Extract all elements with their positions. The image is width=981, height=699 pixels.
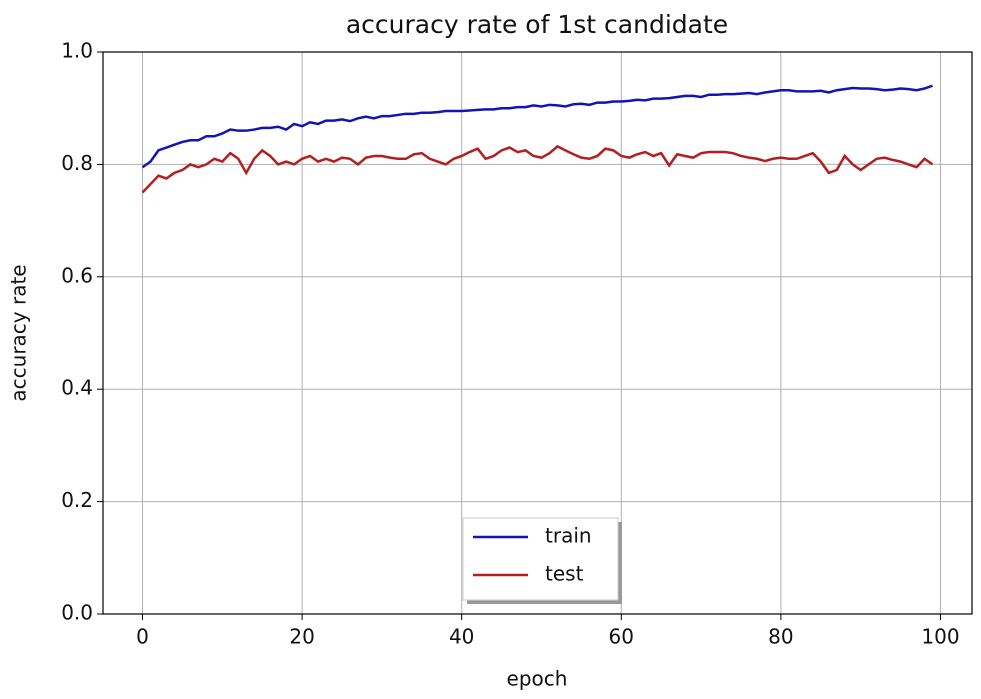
y-tick-label: 0.8 (61, 151, 93, 175)
plot-frame (102, 51, 973, 615)
legend-label: test (545, 562, 584, 586)
y-tick-label: 0.6 (61, 263, 93, 287)
y-tick-label: 0.2 (61, 488, 93, 512)
x-tick-label: 0 (136, 625, 149, 649)
x-tick-label: 100 (921, 625, 959, 649)
y-axis-label: accuracy rate (7, 264, 31, 401)
x-tick-label: 60 (609, 625, 634, 649)
x-tick-label: 20 (289, 625, 314, 649)
x-tick-label: 80 (768, 625, 793, 649)
data-line (141, 84, 933, 169)
y-tick-label: 1.0 (61, 39, 93, 63)
legend-label: train (545, 524, 592, 548)
y-tick-label: 0.0 (61, 601, 93, 625)
chart-title: accuracy rate of 1st candidate (346, 10, 728, 39)
legend (462, 517, 619, 601)
y-tick-label: 0.4 (61, 376, 93, 400)
x-axis-label: epoch (507, 667, 568, 691)
data-line (141, 144, 934, 194)
x-tick-label: 40 (449, 625, 474, 649)
